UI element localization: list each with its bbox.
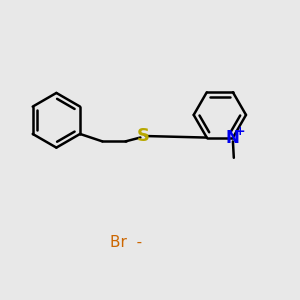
Text: N: N (226, 129, 240, 147)
Text: Br  -: Br - (110, 235, 142, 250)
Text: S: S (136, 127, 149, 145)
Text: +: + (235, 124, 245, 137)
